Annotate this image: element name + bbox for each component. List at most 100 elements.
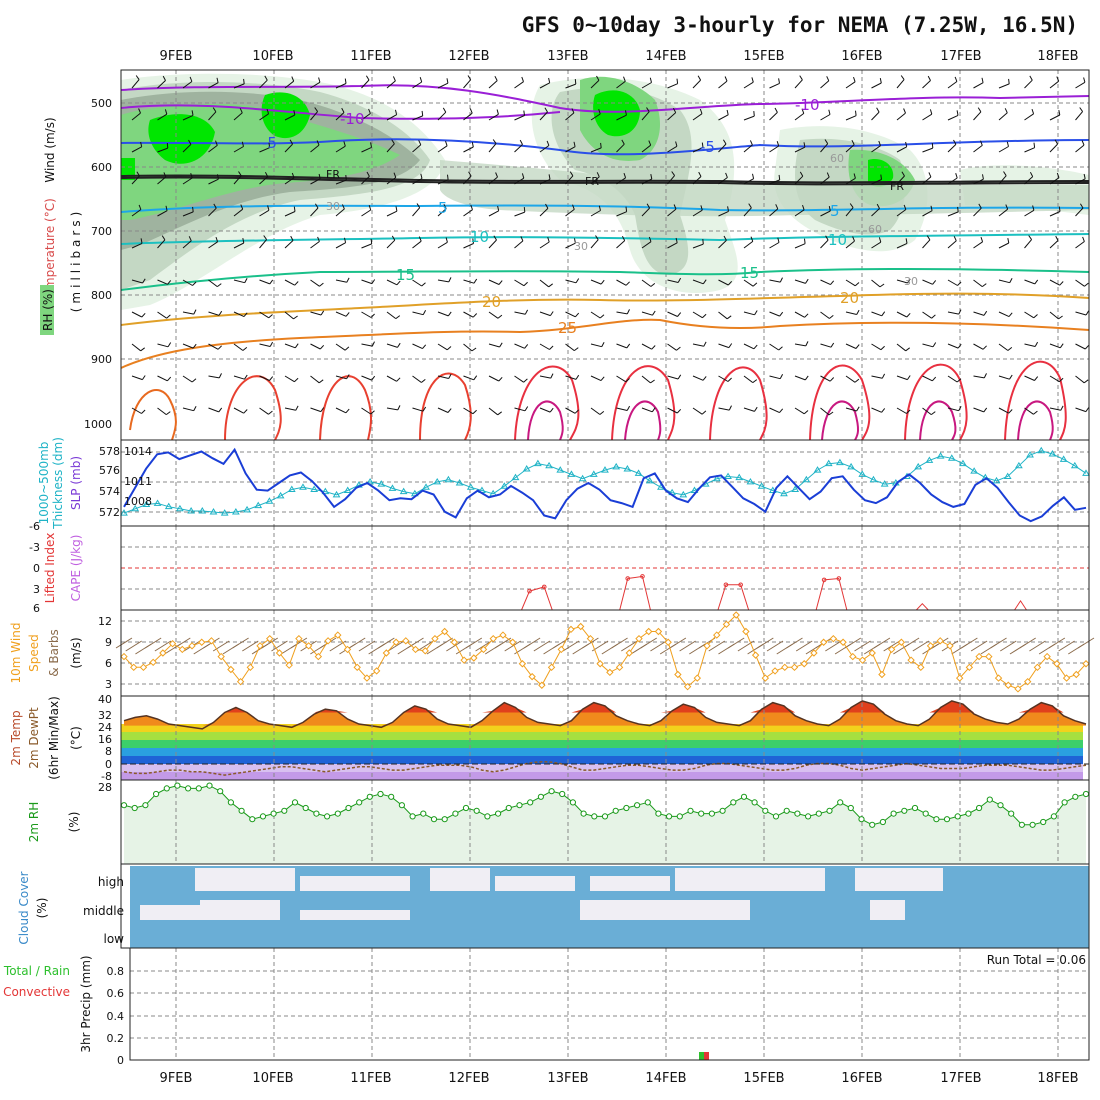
- wind-barb-flag: [956, 378, 962, 383]
- p-tick: 500: [91, 97, 112, 110]
- precip-convective-label: Convective: [3, 985, 70, 999]
- thickness-point: [612, 462, 621, 470]
- wind-barb: [488, 343, 500, 348]
- wind-barb: [896, 375, 908, 381]
- wind-barb: [157, 279, 168, 285]
- thickness-point: [343, 486, 352, 494]
- wind-barb-flag: [422, 406, 427, 412]
- wind-barb-flag: [268, 314, 273, 319]
- wind-barb-flag: [193, 309, 197, 315]
- wind-barb: [1049, 375, 1060, 383]
- wind-barb-flag: [574, 238, 576, 244]
- wind-barb: [922, 239, 931, 249]
- wind-barb: [514, 343, 525, 349]
- wind-barb-flag: [646, 203, 651, 209]
- wind-barb-flag: [698, 171, 702, 177]
- wind-barb: [1075, 81, 1086, 89]
- wind-label-1: 10m Wind: [9, 623, 23, 684]
- rh-point: [505, 804, 512, 812]
- wind-barb: [488, 375, 500, 382]
- wind-barb-flag: [494, 75, 498, 81]
- wind-speed-point: [936, 637, 944, 645]
- wind-speed-point: [499, 631, 507, 639]
- wind-barb-flag: [446, 346, 452, 351]
- stability-panel: -6 -3 0 3 6 Lifted Index CAPE (J/kg): [29, 520, 1090, 615]
- wind-barb-flag: [728, 343, 733, 348]
- wind-barb-flag: [497, 314, 503, 319]
- wind-barb: [973, 178, 984, 185]
- wind-barb: [743, 343, 755, 350]
- wind-barb: [131, 279, 143, 284]
- wind-barb-flag: [141, 409, 146, 414]
- precip-tick: 0: [117, 1054, 124, 1067]
- wind-barb-flag: [878, 140, 881, 146]
- slp-line: [123, 447, 1087, 523]
- wind-barb-flag: [623, 76, 626, 82]
- wind-barb: [947, 177, 958, 185]
- slp-tick: 1011: [124, 475, 152, 488]
- date-label: 16FEB: [841, 1071, 882, 1086]
- date-label: 12FEB: [448, 1071, 489, 1086]
- dewpoint-line: [123, 761, 1087, 776]
- wind-barb-flag: [650, 379, 655, 384]
- wind-barb: [692, 243, 704, 249]
- wind-barb: [641, 178, 653, 185]
- wind-speed-point: [246, 663, 255, 672]
- wind-barb: [361, 79, 370, 89]
- contour-label: -5: [700, 138, 715, 156]
- thickness-point: [746, 477, 755, 485]
- wind-barb: [896, 175, 905, 185]
- wind-barb-flag: [778, 346, 783, 351]
- wind-barb: [361, 279, 373, 285]
- wind-barb: [590, 147, 602, 153]
- rh-point: [281, 807, 288, 814]
- wind-barb: [769, 311, 780, 317]
- lifted-index-point: [723, 582, 729, 588]
- wind-speed-point: [266, 634, 274, 643]
- wind-barb-flag: [652, 310, 656, 316]
- rh-markers: [120, 782, 1090, 828]
- wind-barb-flag: [575, 278, 580, 284]
- wind-barb-flag: [1005, 204, 1009, 210]
- date-label: 16FEB: [841, 49, 882, 64]
- wind-barb-flag: [520, 236, 524, 242]
- wind-barb: [539, 375, 551, 379]
- wind-barb-flag: [906, 409, 911, 414]
- wind-barb: [284, 114, 296, 121]
- wind-barb: [743, 178, 754, 185]
- rh-point: [420, 810, 427, 817]
- thickness-point: [321, 487, 330, 495]
- wind-barb: [998, 343, 1009, 351]
- wind-barb-flag: [523, 207, 526, 213]
- wind-barb: [692, 375, 704, 381]
- wind-speed-point: [217, 652, 225, 661]
- wind-barb-flag: [702, 239, 704, 245]
- thickness-point: [198, 506, 207, 514]
- rh-point: [313, 810, 320, 817]
- wind-speed-point: [363, 674, 371, 682]
- wind-barb-flag: [852, 236, 855, 242]
- rh-point: [473, 807, 480, 814]
- wind-barb-flag: [1008, 312, 1013, 317]
- wind-barb-flag: [931, 143, 934, 149]
- wind-barb: [922, 343, 934, 348]
- wind-barb: [131, 209, 142, 217]
- wind-barb: [718, 279, 729, 286]
- thickness-point: [914, 462, 923, 470]
- thickness-point: [1070, 461, 1079, 469]
- surface-wind-barb: [999, 640, 1017, 652]
- thickness-point: [433, 477, 442, 485]
- lifted-index-point: [640, 574, 645, 579]
- rh-point: [644, 799, 651, 806]
- wind-barb-flag: [294, 281, 299, 286]
- wind-barb: [845, 343, 857, 349]
- wind-barb: [565, 208, 575, 217]
- wind-speed-point: [372, 667, 381, 675]
- wind-barb-flag: [497, 411, 503, 416]
- wind-barb-flag: [166, 314, 171, 319]
- wind-barb: [208, 375, 220, 379]
- contour-label: 15: [396, 266, 415, 284]
- wind-barb-flag: [341, 107, 345, 113]
- wind-barb-flag: [471, 347, 477, 352]
- wind-barb: [794, 343, 806, 347]
